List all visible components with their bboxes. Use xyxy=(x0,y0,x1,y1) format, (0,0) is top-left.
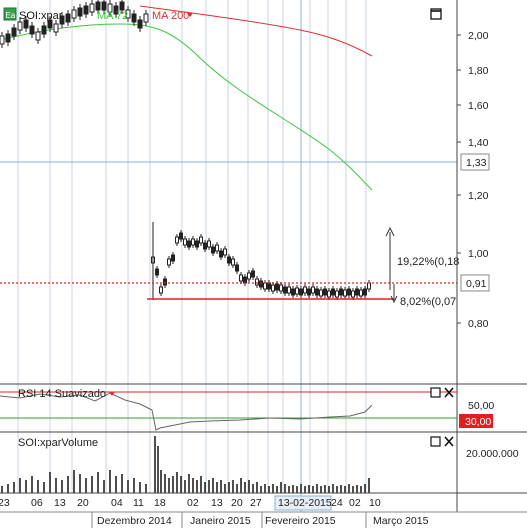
volume-tick: 20.000.000 xyxy=(466,448,519,460)
date-axis-months: Dezembro 2014 Janeiro 2015 Fevereiro 2015 M… xyxy=(91,512,429,528)
rsi-close-icon[interactable] xyxy=(444,387,454,398)
price-tick-label: 0,80 xyxy=(468,318,489,330)
horizontal-marker-value: 1,33 xyxy=(466,157,487,169)
up-measure-label: 19,22%(0,18 xyxy=(397,256,459,268)
date-tick-label: 02 xyxy=(349,497,361,509)
legend: Ea SOI:xpar MA 72 MA 200 xyxy=(3,7,193,22)
month-label: Dezembro 2014 xyxy=(97,515,172,527)
date-tick-label: 20 xyxy=(231,497,243,509)
dropdown-arrow-icon[interactable] xyxy=(187,13,193,17)
date-tick-label: 18 xyxy=(154,497,166,509)
up-arrow-icon xyxy=(385,226,395,237)
rsi-tick-top: 50,00 xyxy=(468,400,494,412)
price-tick-label: 1,20 xyxy=(468,190,489,202)
horizontal-marker-badge: 1,33 xyxy=(460,153,490,171)
rsi-title: RSI 14 Suavizado xyxy=(18,388,106,400)
volume-maximize-icon[interactable] xyxy=(430,436,441,447)
date-axis-days: 23 06 13 20 04 11 18 02 13 20 27 13-02-2015 24 02 10 xyxy=(0,495,381,511)
month-label: Fevereiro 2015 xyxy=(265,515,336,527)
price-tick-label: 2,00 xyxy=(468,30,489,42)
month-label: Março 2015 xyxy=(373,515,429,527)
date-tick-label: 10 xyxy=(369,497,381,509)
date-tick-label: 24 xyxy=(331,497,343,509)
date-tick-label: 27 xyxy=(250,497,262,509)
rsi-maximize-icon[interactable] xyxy=(430,387,441,398)
volume-bars xyxy=(1,436,370,493)
price-tick-label: 1,00 xyxy=(468,248,489,260)
down-measure-label: 8,02%(0,07 xyxy=(400,296,456,308)
rsi-line xyxy=(0,392,373,431)
legend-ma72: MA 72 xyxy=(97,10,128,22)
current-price-value: 0,91 xyxy=(466,278,487,290)
date-tick-label: 13-02-2015 xyxy=(278,497,332,509)
date-tick-label: 23 xyxy=(0,497,10,509)
ma72-line xyxy=(0,23,373,191)
legend-ma200: MA 200 xyxy=(152,10,189,22)
date-tick-label: 06 xyxy=(31,497,43,509)
down-arrow-icon xyxy=(390,295,398,304)
date-tick-label: 20 xyxy=(77,497,89,509)
maximize-icon[interactable] xyxy=(430,8,442,20)
month-label: Janeiro 2015 xyxy=(190,515,251,527)
ma200-line xyxy=(139,5,373,57)
volume-title: SOI:xparVolume xyxy=(18,437,98,449)
price-tick-label: 1,60 xyxy=(468,100,489,112)
candlestick-series xyxy=(0,0,371,300)
date-tick-label: 13 xyxy=(54,497,66,509)
symbol-icon xyxy=(3,7,17,21)
rsi-marker-value: 30,00 xyxy=(465,416,491,428)
price-tick-label: 1,40 xyxy=(468,137,489,149)
date-tick-label: 02 xyxy=(187,497,199,509)
volume-close-icon[interactable] xyxy=(444,436,454,447)
price-tick-label: 1,80 xyxy=(468,65,489,77)
rsi-dropdown-arrow-icon[interactable] xyxy=(109,392,115,396)
date-tick-label: 13 xyxy=(211,497,223,509)
legend-symbol: SOI:xpar xyxy=(19,10,63,22)
price-axis: 2,00 1,80 1,60 1,40 1,20 1,00 0,80 xyxy=(457,30,489,330)
symbol-icon-label: Ea xyxy=(6,11,16,20)
current-price-badge: 0,91 xyxy=(460,274,490,292)
date-tick-label: 11 xyxy=(133,497,144,509)
rsi-marker-badge xyxy=(459,414,493,428)
date-tick-label: 04 xyxy=(111,497,123,509)
